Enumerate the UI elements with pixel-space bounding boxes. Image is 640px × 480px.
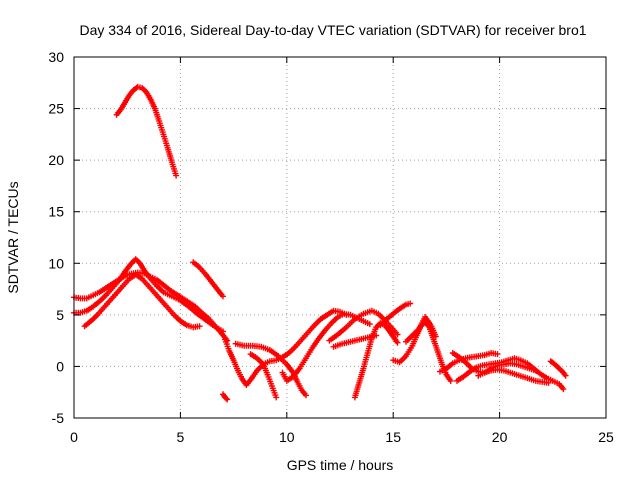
y-tick-label: 10 xyxy=(48,255,64,271)
series-track-7 xyxy=(232,340,309,399)
x-tick-label: 25 xyxy=(598,429,614,445)
data-point-markers xyxy=(454,355,567,393)
x-tick-label: 10 xyxy=(279,429,295,445)
y-tick-label: 20 xyxy=(48,152,64,168)
data-point-markers xyxy=(351,320,401,401)
series-track-21 xyxy=(220,391,231,403)
data-point-markers xyxy=(403,313,439,345)
y-tick-label: -5 xyxy=(52,410,65,426)
tick-layer: 0 5 10 15 20 25 -5 0 5 10 15 20 25 30 xyxy=(48,49,614,445)
series-track-15 xyxy=(403,313,439,345)
data-point-markers xyxy=(81,271,203,331)
series-track-19 xyxy=(475,366,552,386)
series-track-10 xyxy=(351,320,401,401)
data-point-markers xyxy=(190,259,226,300)
y-tick-label: 5 xyxy=(56,307,64,323)
series-track-13 xyxy=(377,300,414,329)
data-point-markers xyxy=(220,391,231,403)
x-axis-label: GPS time / hours xyxy=(287,457,394,473)
y-tick-label: 0 xyxy=(56,358,64,374)
x-tick-label: 5 xyxy=(177,429,185,445)
series-track-4 xyxy=(81,271,203,331)
series-track-20 xyxy=(547,358,569,379)
data-point-markers xyxy=(113,83,180,179)
series-track-8 xyxy=(247,351,280,401)
data-layer xyxy=(71,83,569,403)
data-point-markers xyxy=(222,307,350,388)
y-axis-label: SDTVAR / TECUs xyxy=(5,181,21,293)
series-track-12 xyxy=(330,332,380,350)
series-track-5 xyxy=(190,259,226,300)
series-track-1 xyxy=(113,83,180,179)
grid-layer xyxy=(74,57,606,418)
y-tick-label: 25 xyxy=(48,101,64,117)
plot-border xyxy=(73,56,607,419)
data-point-markers xyxy=(330,332,380,350)
x-tick-label: 0 xyxy=(70,429,78,445)
data-point-markers xyxy=(377,300,414,329)
y-tick-label: 15 xyxy=(48,204,64,220)
data-point-markers xyxy=(247,351,280,401)
chart-title: Day 334 of 2016, Sidereal Day-to-day VTE… xyxy=(79,22,586,38)
series-track-6 xyxy=(222,307,350,388)
data-point-markers xyxy=(547,358,569,379)
series-track-18 xyxy=(454,355,567,393)
data-point-markers xyxy=(475,366,552,386)
x-tick-label: 15 xyxy=(385,429,401,445)
x-tick-label: 20 xyxy=(492,429,508,445)
data-point-markers xyxy=(232,340,309,399)
y-tick-label: 30 xyxy=(48,49,64,65)
